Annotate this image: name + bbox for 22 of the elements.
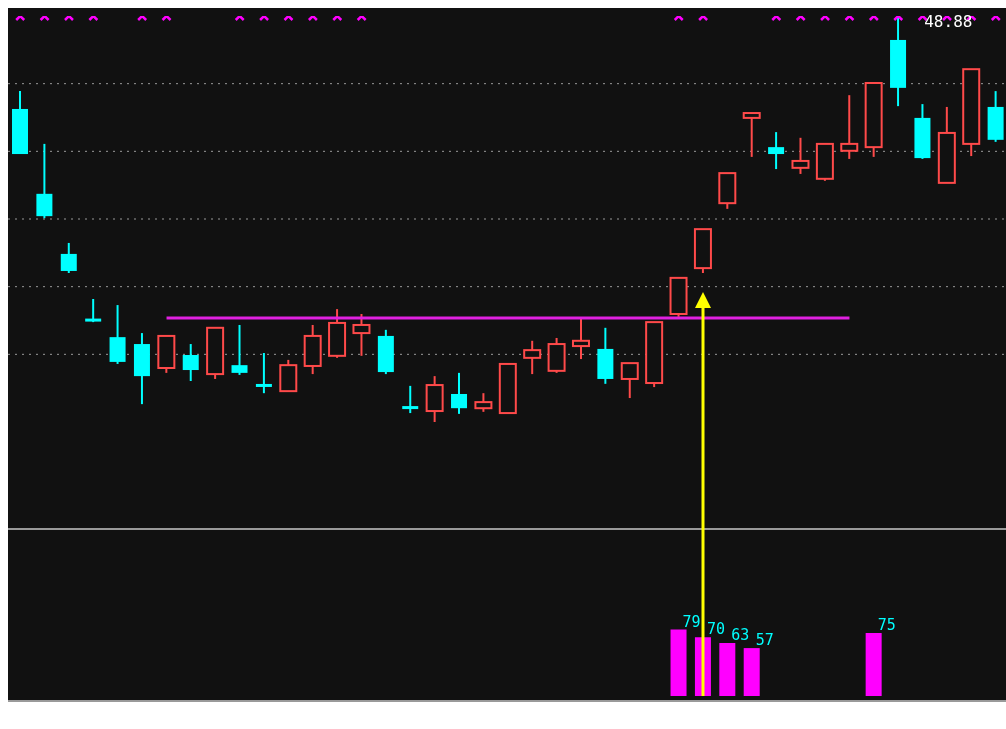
candlestick [791, 136, 810, 175]
data-label: 57 [755, 631, 774, 650]
candlestick [474, 392, 493, 413]
candlestick [60, 241, 77, 274]
candlestick [571, 317, 590, 361]
annotation: 48.88 [924, 12, 973, 31]
candlestick [352, 313, 371, 357]
candlestick [742, 112, 761, 158]
candlestick [523, 339, 542, 376]
candlestick [182, 343, 199, 382]
data-label: 75 [877, 615, 896, 634]
candlestick [231, 323, 248, 376]
candlestick [36, 142, 53, 220]
candlestick [620, 362, 639, 400]
candlestick [402, 384, 419, 415]
candlestick [840, 94, 859, 160]
candlestick [451, 371, 468, 415]
candlestick [768, 131, 785, 171]
candlestick [255, 351, 272, 395]
data-label: 70 [706, 620, 725, 639]
data-label: 63 [731, 626, 750, 645]
data-label: 79 [682, 612, 701, 631]
